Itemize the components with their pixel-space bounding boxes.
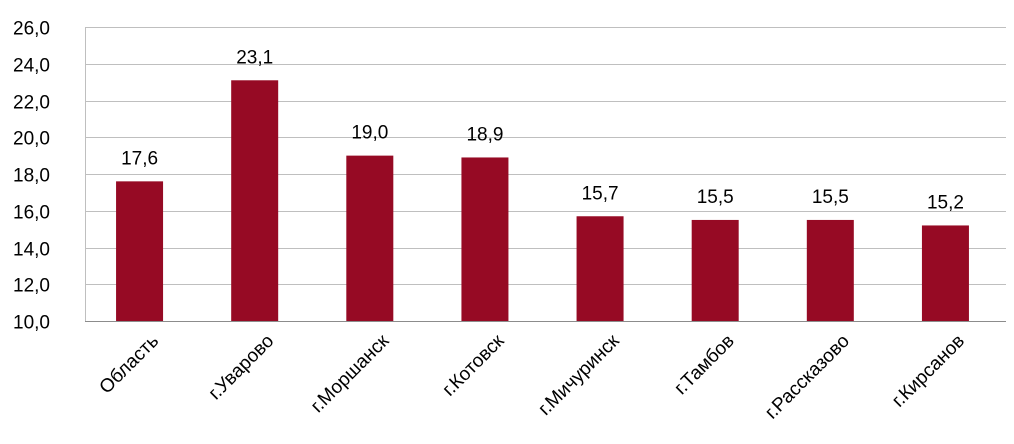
y-tick-label: 12,0 xyxy=(13,276,50,297)
bar xyxy=(806,219,854,321)
y-tick-label: 14,0 xyxy=(13,240,50,261)
y-tick-label: 18,0 xyxy=(13,166,50,187)
data-labels: 17,6 23,1 19,0 18,9 15,7 15,5 15,5 15,2 xyxy=(121,47,964,213)
category-label: Область xyxy=(96,331,164,399)
y-tick-label: 26,0 xyxy=(13,19,50,40)
data-label: 15,5 xyxy=(697,187,734,208)
data-label: 23,1 xyxy=(236,47,273,68)
bar xyxy=(461,157,509,321)
category-label: г.Котовск xyxy=(439,330,509,400)
bar xyxy=(921,225,969,321)
bar xyxy=(691,219,739,321)
bar xyxy=(231,80,279,321)
gridlines xyxy=(85,27,1006,285)
data-label: 15,2 xyxy=(927,192,964,213)
y-tick-label: 24,0 xyxy=(13,56,50,77)
data-label: 18,9 xyxy=(466,124,503,145)
category-label: г.Мичуринск xyxy=(534,330,624,420)
y-tick-label: 16,0 xyxy=(13,203,50,224)
data-label: 15,5 xyxy=(812,187,849,208)
bar xyxy=(116,181,164,321)
bars xyxy=(116,80,969,321)
data-label: 17,6 xyxy=(121,148,158,169)
category-label: г.Рассказово xyxy=(761,331,854,424)
category-labels: Область г.Уварово г.Моршанск г.Котовск г.Мич… xyxy=(96,330,969,423)
y-tick-labels: 10,0 12,0 14,0 16,0 18,0 20,0 22,0 24,0 26,0 xyxy=(13,19,50,334)
category-label: г.Моршанск xyxy=(307,330,394,417)
bar xyxy=(576,216,624,321)
category-label: г.Тамбов xyxy=(670,331,738,399)
y-tick-label: 22,0 xyxy=(13,93,50,114)
category-label: г.Кирсанов xyxy=(888,331,969,412)
y-tick-label: 10,0 xyxy=(13,313,50,334)
axes xyxy=(85,27,1006,322)
y-tick-label: 20,0 xyxy=(13,129,50,150)
bar xyxy=(346,155,394,321)
category-label: г.Уварово xyxy=(205,331,278,404)
data-label: 15,7 xyxy=(582,183,619,204)
data-label: 19,0 xyxy=(351,123,388,144)
